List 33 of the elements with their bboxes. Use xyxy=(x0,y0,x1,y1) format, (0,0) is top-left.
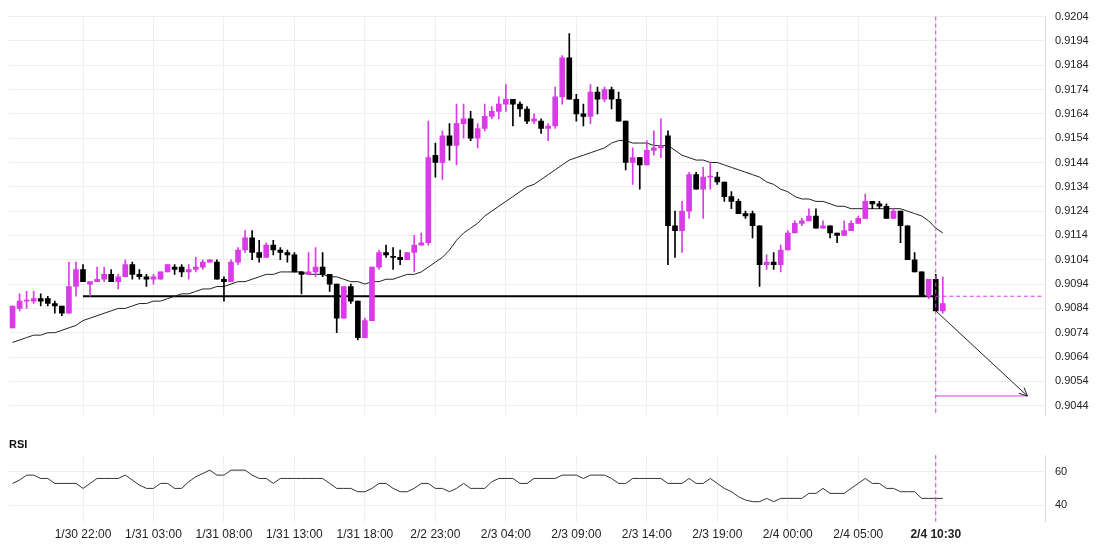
x-tick-label: 1/31 03:00 xyxy=(125,527,183,542)
x-tick-label: 2/3 14:00 xyxy=(621,527,673,542)
x-tick-label: 2/3 04:00 xyxy=(480,527,532,542)
y-tick-label: 0.9144 xyxy=(1055,155,1089,168)
x-tick-label: 2/4 10:30 xyxy=(910,527,962,542)
y-tick-label: 0.9174 xyxy=(1055,82,1089,95)
x-tick-label: 1/31 18:00 xyxy=(336,527,394,542)
y-tick-label: 0.9134 xyxy=(1055,179,1089,192)
x-tick-label: 2/4 05:00 xyxy=(833,527,884,542)
x-tick-label: 2/3 19:00 xyxy=(692,527,743,542)
x-tick-label: 1/31 13:00 xyxy=(266,527,324,542)
y-tick-label: 0.9164 xyxy=(1055,106,1089,119)
x-tick-label: 2/2 23:00 xyxy=(410,527,461,542)
y-tick-label: 0.9044 xyxy=(1055,398,1089,411)
y-tick-label: 0.9124 xyxy=(1055,204,1089,217)
y-tick-label: 60 xyxy=(1055,464,1068,477)
x-tick-label: 1/31 08:00 xyxy=(195,527,253,542)
y-tick-label: 0.9204 xyxy=(1055,9,1089,22)
y-tick-label: 0.9114 xyxy=(1055,228,1088,241)
y-tick-label: 0.9094 xyxy=(1055,277,1089,290)
x-tick-label: 2/4 00:00 xyxy=(762,527,814,542)
x-tick-label: 1/30 22:00 xyxy=(54,527,112,542)
y-tick-label: 0.9084 xyxy=(1055,301,1089,314)
y-tick-label: 0.9054 xyxy=(1055,374,1089,387)
y-tick-label: 0.9194 xyxy=(1055,33,1089,46)
y-tick-label: 0.9074 xyxy=(1055,325,1089,338)
y-tick-label: 40 xyxy=(1055,498,1068,511)
chart-title: RSI xyxy=(9,437,28,450)
y-tick-label: 0.9104 xyxy=(1055,252,1089,265)
y-tick-label: 0.9064 xyxy=(1055,350,1089,363)
y-tick-label: 0.9184 xyxy=(1055,58,1089,71)
y-tick-label: 0.9154 xyxy=(1055,131,1089,144)
x-tick-label: 2/3 09:00 xyxy=(551,527,602,542)
